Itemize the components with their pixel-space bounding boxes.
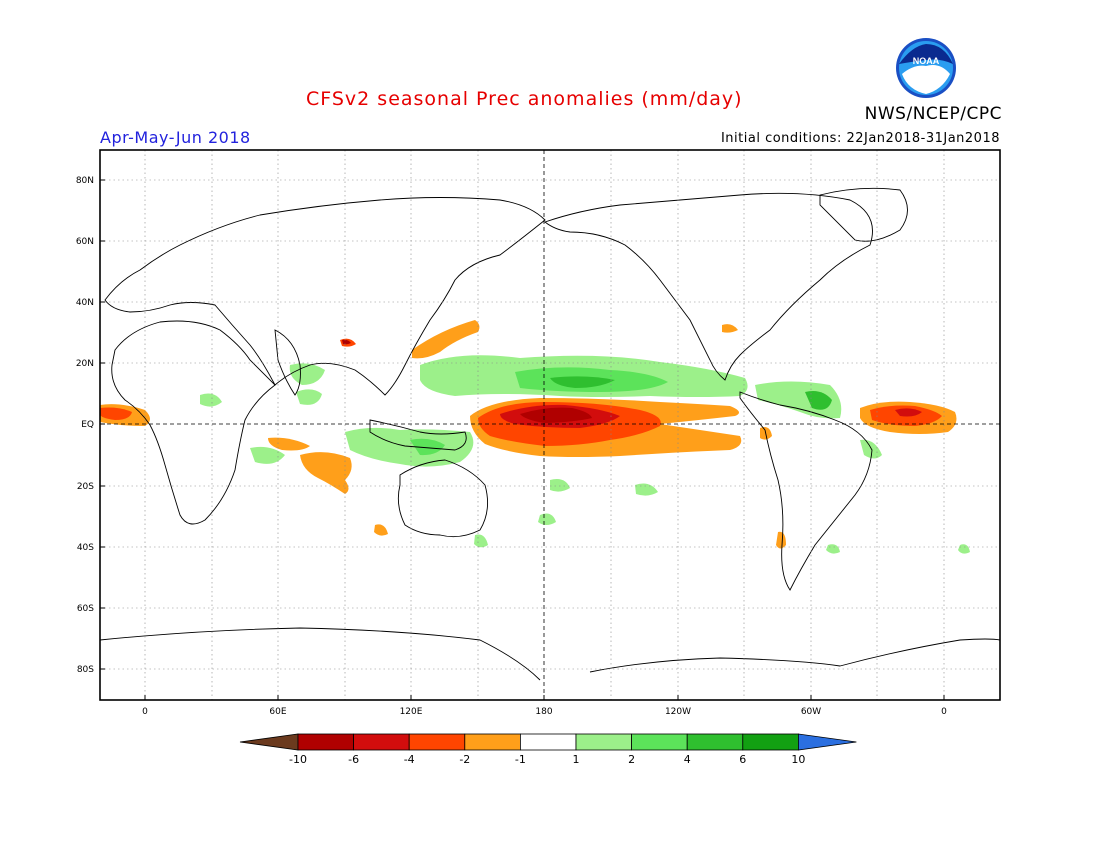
lat-axis: 80N 60N 40N 20N EQ 20S 40S 60S 80S — [76, 176, 105, 675]
grid-lines — [100, 150, 1000, 700]
initial-conditions-label: Initial conditions: 22Jan2018-31Jan2018 — [720, 131, 1000, 146]
colorbar-segment — [686, 733, 744, 751]
colorbar-label: -2 — [459, 753, 470, 766]
logo-text: NOAA — [913, 56, 940, 66]
lat-tick: 80N — [76, 176, 94, 186]
lon-tick: 0 — [941, 707, 947, 717]
colorbar-label: -6 — [348, 753, 359, 766]
colorbar-arrow-low — [239, 733, 299, 751]
colorbar-label: 6 — [739, 753, 746, 766]
colorbar-arrow-high — [798, 733, 857, 751]
lon-tick: 180 — [535, 707, 552, 717]
precipitation-anomaly-shading — [100, 320, 970, 554]
lat-tick: 80S — [77, 665, 94, 675]
lat-tick: 60N — [76, 237, 94, 247]
colorbar-label: -1 — [515, 753, 526, 766]
lat-tick: 20N — [76, 359, 94, 369]
lat-tick: 60S — [77, 604, 94, 614]
lon-tick: 60W — [801, 707, 821, 717]
lat-tick: 20S — [77, 482, 94, 492]
colorbar-label: 2 — [628, 753, 635, 766]
lon-tick: 60E — [269, 707, 286, 717]
lon-axis: 0 60E 120E 180 120W 60W 0 — [142, 695, 947, 717]
lat-tick: EQ — [81, 420, 94, 430]
map-frame — [99, 149, 1001, 701]
season-label: Apr-May-Jun 2018 — [100, 128, 251, 147]
colorbar: -10 -6 -4 -2 -1 1 2 4 6 10 — [239, 733, 857, 766]
colorbar-segment — [408, 733, 466, 751]
lat-tick: 40N — [76, 298, 94, 308]
chart-title: CFSv2 seasonal Prec anomalies (mm/day) — [306, 88, 743, 110]
lon-tick: 120W — [665, 707, 691, 717]
colorbar-segment — [520, 733, 577, 751]
reference-lines — [100, 150, 1000, 700]
noaa-logo: NOAA — [896, 38, 956, 98]
colorbar-label: 1 — [573, 753, 580, 766]
colorbar-label: 4 — [684, 753, 691, 766]
colorbar-segment — [353, 733, 410, 751]
colorbar-label: -10 — [289, 753, 307, 766]
lat-tick: 40S — [77, 543, 94, 553]
coastlines — [99, 187, 1001, 681]
colorbar-segment — [464, 733, 521, 751]
colorbar-label: -4 — [404, 753, 415, 766]
colorbar-segment — [742, 733, 799, 751]
colorbar-segment — [631, 733, 688, 751]
lon-tick: 0 — [142, 707, 148, 717]
colorbar-label: 10 — [791, 753, 805, 766]
colorbar-segment — [575, 733, 632, 751]
lon-tick: 120E — [400, 707, 423, 717]
colorbar-segment — [297, 733, 354, 751]
agency-label: NWS/NCEP/CPC — [864, 104, 1002, 124]
